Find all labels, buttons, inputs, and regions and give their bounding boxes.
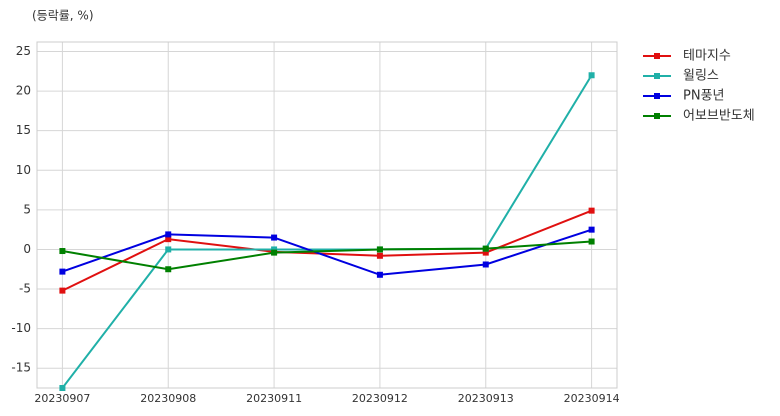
- x-tick-label: 20230911: [246, 392, 302, 405]
- point-marker: [59, 248, 66, 255]
- point-marker: [588, 207, 595, 214]
- point-marker: [376, 246, 383, 253]
- point-marker: [482, 261, 489, 268]
- x-tick-label: 20230914: [564, 392, 620, 405]
- legend-label: 테마지수: [683, 49, 731, 64]
- point-marker: [165, 266, 172, 273]
- point-marker: [271, 249, 278, 256]
- point-marker: [59, 268, 66, 275]
- series-line: [61, 74, 593, 389]
- point-marker: [59, 385, 66, 391]
- point-marker: [376, 271, 383, 278]
- point-marker: [165, 246, 172, 253]
- point-marker: [376, 252, 383, 259]
- series-line: [62, 240, 592, 271]
- x-tick-label: 20230912: [352, 392, 408, 405]
- point-marker: [588, 226, 595, 233]
- y-tick-label: 0: [23, 242, 31, 256]
- point-marker: [59, 287, 66, 294]
- y-tick-label: -15: [11, 361, 31, 375]
- legend-marker: [654, 53, 660, 59]
- y-tick-label: 20: [16, 84, 31, 98]
- point-marker: [588, 72, 595, 79]
- x-tick-label: 20230907: [34, 392, 90, 405]
- y-tick-label: 15: [16, 123, 31, 137]
- legend-label: PN풍년: [683, 89, 724, 104]
- x-tick-label: 20230908: [140, 392, 196, 405]
- legend-label: 윌링스: [683, 69, 719, 84]
- series-line: [62, 228, 592, 276]
- x-tick-label: 20230913: [458, 392, 514, 405]
- y-tick-label: 10: [16, 163, 31, 177]
- series-line: [61, 209, 592, 292]
- legend-label: 어보브반도체: [683, 109, 755, 124]
- y-axis-label: (등락률, %): [32, 9, 94, 23]
- y-tick-label: -5: [19, 282, 31, 296]
- plot-frame: [36, 41, 618, 389]
- point-marker: [271, 234, 278, 241]
- plot-area: -15 -10 -5 0 5 10 15 20 25 20230907 20230908 202309…: [11, 41, 620, 405]
- y-tick-label: 5: [23, 202, 31, 216]
- legend-marker: [654, 73, 660, 79]
- y-tick-label: -10: [11, 321, 31, 335]
- point-marker: [588, 238, 595, 245]
- point-marker: [165, 236, 172, 243]
- y-tick-label: 25: [16, 44, 31, 58]
- legend-marker: [654, 113, 660, 119]
- legend-marker: [654, 93, 660, 99]
- point-marker: [165, 231, 172, 238]
- point-marker: [271, 246, 278, 253]
- point-marker: [482, 249, 489, 256]
- point-marker: [482, 245, 489, 252]
